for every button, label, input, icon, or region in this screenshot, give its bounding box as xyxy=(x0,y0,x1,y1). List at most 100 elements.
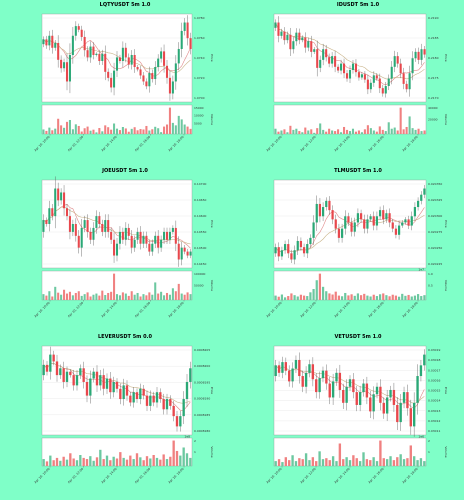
candle-body xyxy=(51,208,54,217)
candle-body xyxy=(139,231,142,244)
volume-bar xyxy=(69,453,72,466)
volume-bar xyxy=(127,295,130,300)
candle-body xyxy=(293,250,296,260)
x-tick-label: Apr 10, 18:00 xyxy=(401,467,418,484)
volume-bar xyxy=(62,456,65,466)
candle-body xyxy=(423,188,426,195)
candle-body xyxy=(353,222,356,232)
chart-title: LEVERUSDT 5m 0.0 xyxy=(98,334,152,340)
candle-body xyxy=(312,222,315,238)
volume-bar xyxy=(277,131,280,134)
candle-body xyxy=(318,378,321,393)
volume-bar xyxy=(310,129,313,134)
x-tick-label: Apr 10, 10:00 xyxy=(33,135,50,152)
volume-axis-label: Volume xyxy=(444,280,448,291)
volume-bar xyxy=(165,459,169,466)
candle-body xyxy=(104,220,107,232)
candle-body xyxy=(280,31,283,36)
candle-body xyxy=(402,392,406,403)
x-tick-label: Apr 10, 16:00 xyxy=(134,301,151,318)
candle-body xyxy=(412,402,416,427)
volume-bar xyxy=(133,294,136,300)
candle-body xyxy=(42,39,45,45)
candle-body xyxy=(375,386,379,395)
candle-body xyxy=(113,70,116,88)
price-tick-label: 1.0740 xyxy=(194,56,205,60)
candle-body xyxy=(302,247,306,254)
volume-bar xyxy=(118,295,121,300)
candle-body xyxy=(133,239,136,248)
candle-body xyxy=(274,247,277,254)
candlestick-chart: 1.0780 1.0760 1.0740 1.0720 1.0700 15000 10000… xyxy=(33,13,214,152)
volume-bar xyxy=(356,293,360,300)
candle-body xyxy=(287,244,290,254)
candle-body xyxy=(319,59,322,68)
volume-bar xyxy=(169,456,172,466)
volume-bar xyxy=(391,294,394,300)
candle-body xyxy=(283,244,287,251)
candle-body xyxy=(172,405,175,417)
volume-bar xyxy=(92,294,95,300)
volume-bar xyxy=(157,128,160,134)
volume-bar xyxy=(287,296,290,300)
volume-bar xyxy=(405,126,408,134)
volume-bar xyxy=(139,296,142,300)
volume-bar xyxy=(152,455,155,466)
volume-bar xyxy=(340,296,344,300)
volume-bar xyxy=(277,296,280,300)
volume-bar xyxy=(304,453,308,466)
volume-bar xyxy=(155,457,159,466)
price-tick-label: 0.03017 xyxy=(428,368,440,372)
candle-body xyxy=(414,51,417,59)
candle-body xyxy=(125,385,129,396)
candle-body xyxy=(75,375,79,386)
price-tick-label: 0.03016 xyxy=(428,378,440,382)
volume-bar xyxy=(124,293,127,300)
volume-bar xyxy=(396,130,399,134)
x-tick-label: Apr 10, 14:00 xyxy=(100,301,117,318)
candle-body xyxy=(171,227,174,232)
volume-tick-label: 1 xyxy=(428,450,430,454)
price-tick-label: 0.14550 xyxy=(194,230,206,234)
price-tick-label: 0.2185 xyxy=(428,36,439,40)
volume-bar xyxy=(409,445,412,466)
candle-body xyxy=(375,75,378,79)
volume-bar xyxy=(406,458,409,466)
volume-bar xyxy=(142,129,145,134)
candle-body xyxy=(155,392,159,403)
candle-body xyxy=(382,210,385,220)
candle-body xyxy=(149,395,152,406)
volume-bar xyxy=(369,296,372,300)
volume-bar xyxy=(74,124,77,134)
price-axis-label: Price xyxy=(210,54,214,61)
volume-tick-label: 2 xyxy=(428,439,430,443)
volume-bar xyxy=(86,292,89,300)
candle-body xyxy=(335,372,338,382)
candle-body xyxy=(145,395,149,406)
candle-body xyxy=(348,70,352,79)
candle-body xyxy=(101,53,104,62)
x-tick-label: Apr 10, 16:00 xyxy=(134,467,151,484)
x-tick-label: Apr 10, 10:00 xyxy=(265,467,282,484)
candle-body xyxy=(124,47,127,58)
price-tick-label: 0.0008200 xyxy=(194,364,210,368)
candle-body xyxy=(369,216,372,220)
volume-bar xyxy=(283,297,287,300)
candle-body xyxy=(160,51,163,59)
volume-bar xyxy=(337,295,341,300)
price-tick-label: 0.03014 xyxy=(428,399,440,403)
x-tick-label: Apr 10, 16:00 xyxy=(367,135,384,152)
candle-body xyxy=(281,362,284,373)
volume-bar xyxy=(335,461,338,466)
volume-bar xyxy=(363,293,366,300)
volume-bar xyxy=(183,124,186,134)
volume-bar xyxy=(163,295,166,300)
candle-body xyxy=(62,368,65,382)
candle-body xyxy=(310,41,313,52)
candle-body xyxy=(298,359,301,377)
volume-bar xyxy=(286,132,289,134)
volume-bar xyxy=(306,296,309,300)
volume-bar xyxy=(60,125,63,134)
candle-body xyxy=(169,399,172,406)
volume-bar xyxy=(388,296,391,300)
